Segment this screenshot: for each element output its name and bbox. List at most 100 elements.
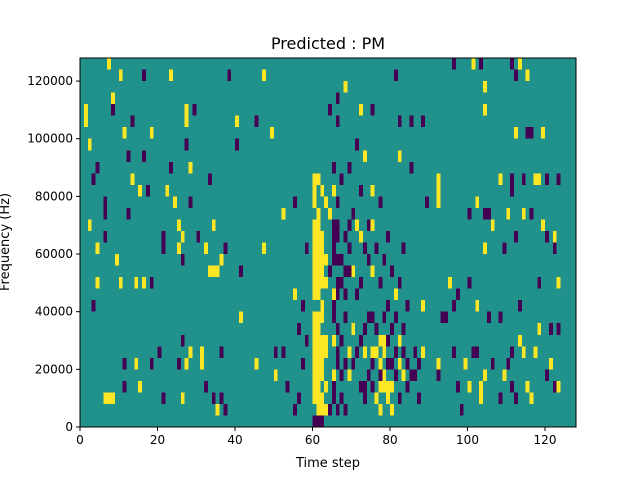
heatmap-cell xyxy=(378,403,383,416)
heatmap-cell xyxy=(180,392,185,404)
heatmap-cell xyxy=(471,58,476,70)
heatmap-cell xyxy=(331,161,336,174)
heatmap-cell xyxy=(293,196,297,208)
heatmap-cell xyxy=(324,334,328,347)
heatmap-cell xyxy=(359,184,363,197)
heatmap-cell xyxy=(204,380,208,393)
heatmap-cell xyxy=(188,346,193,358)
heatmap-cell xyxy=(378,380,383,393)
heatmap-cell xyxy=(417,357,421,370)
heatmap-cell xyxy=(510,380,514,393)
heatmap-cell xyxy=(366,311,371,324)
heatmap-cell xyxy=(556,277,561,289)
heatmap-cell xyxy=(498,173,503,185)
heatmap-cell xyxy=(91,300,96,312)
heatmap-cell xyxy=(556,323,561,335)
heatmap-cell xyxy=(320,346,325,358)
heatmap-cell xyxy=(386,380,390,393)
heatmap-cell xyxy=(331,300,336,312)
heatmap-cell xyxy=(517,58,522,70)
heatmap-cell xyxy=(510,184,514,197)
heatmap-cell xyxy=(467,207,472,220)
heatmap-cell xyxy=(552,242,557,255)
heatmap-cell xyxy=(335,92,340,105)
heatmap-cell xyxy=(498,392,503,404)
heatmap-cell xyxy=(320,415,325,427)
heatmap-cell xyxy=(370,357,375,370)
heatmap-cell xyxy=(483,242,487,255)
heatmap-cell xyxy=(359,104,363,116)
heatmap-cell xyxy=(370,380,375,393)
heatmap-cell xyxy=(211,265,216,278)
heatmap-cell xyxy=(397,357,402,370)
heatmap-cell xyxy=(180,230,185,243)
heatmap-cell xyxy=(351,323,356,335)
heatmap-cell xyxy=(273,346,278,358)
heatmap-cell xyxy=(200,357,204,370)
heatmap-cell xyxy=(475,196,480,208)
heatmap-cell xyxy=(87,219,92,231)
heatmap-cell xyxy=(331,219,336,231)
heatmap-cell xyxy=(130,173,135,185)
heatmap-cell xyxy=(312,230,317,243)
plot-frame xyxy=(79,57,577,428)
y-tick-label: 60000 xyxy=(35,247,73,261)
heatmap-cell xyxy=(324,346,328,358)
heatmap-cell xyxy=(529,392,534,404)
heatmap-cell xyxy=(362,346,367,358)
heatmap-cell xyxy=(192,104,197,116)
heatmap-cell xyxy=(370,184,375,197)
heatmap-cell xyxy=(331,334,336,347)
heatmap-cell xyxy=(324,196,328,208)
heatmap-cell xyxy=(200,346,204,358)
heatmap-cell xyxy=(184,115,189,128)
heatmap-cell xyxy=(370,219,375,231)
heatmap-cell xyxy=(196,230,201,243)
heatmap-cell xyxy=(405,380,410,393)
heatmap-cell xyxy=(479,392,483,404)
heatmap-cell xyxy=(347,346,352,358)
heatmap-cell xyxy=(238,265,243,278)
heatmap-cell xyxy=(219,346,224,358)
heatmap-cell xyxy=(262,242,266,255)
heatmap-cell xyxy=(421,300,425,312)
heatmap-cell xyxy=(382,346,387,358)
heatmap-cell xyxy=(273,369,278,381)
heatmap-cell xyxy=(405,357,410,370)
heatmap-cell xyxy=(316,392,321,404)
heatmap-cell xyxy=(138,380,142,393)
heatmap-cell xyxy=(475,346,480,358)
heatmap-cell xyxy=(510,58,514,70)
heatmap-cell xyxy=(525,380,530,393)
heatmap-cell xyxy=(471,346,476,358)
heatmap-cell xyxy=(316,323,321,335)
heatmap-cell xyxy=(347,369,352,381)
heatmap-cell xyxy=(370,265,375,278)
heatmap-cell xyxy=(320,242,325,255)
heatmap-cell xyxy=(374,242,379,255)
heatmap-cell xyxy=(386,357,390,370)
heatmap-cell xyxy=(324,277,328,289)
heatmap-cell xyxy=(343,403,348,416)
heatmap-cell xyxy=(533,173,538,185)
heatmap-cell xyxy=(529,127,534,139)
heatmap-cell xyxy=(463,357,468,370)
heatmap-cell xyxy=(436,369,441,381)
x-axis-label: Time step xyxy=(295,456,360,471)
heatmap-cell xyxy=(316,242,321,255)
heatmap-cell xyxy=(436,196,441,208)
heatmap-cell xyxy=(366,254,371,266)
x-tick-label: 20 xyxy=(150,433,165,447)
heatmap-cell xyxy=(339,173,344,185)
heatmap-cell xyxy=(331,254,336,266)
heatmap-cell xyxy=(401,323,406,335)
heatmap-cell xyxy=(335,323,340,335)
heatmap-cell xyxy=(424,196,429,208)
heatmap-cell xyxy=(169,161,173,174)
heatmap-cell xyxy=(386,230,390,243)
heatmap-cell xyxy=(343,230,348,243)
heatmap-cell xyxy=(145,184,150,197)
heatmap-cell xyxy=(548,357,553,370)
heatmap-cell xyxy=(343,288,348,301)
heatmap-cell xyxy=(328,207,332,220)
